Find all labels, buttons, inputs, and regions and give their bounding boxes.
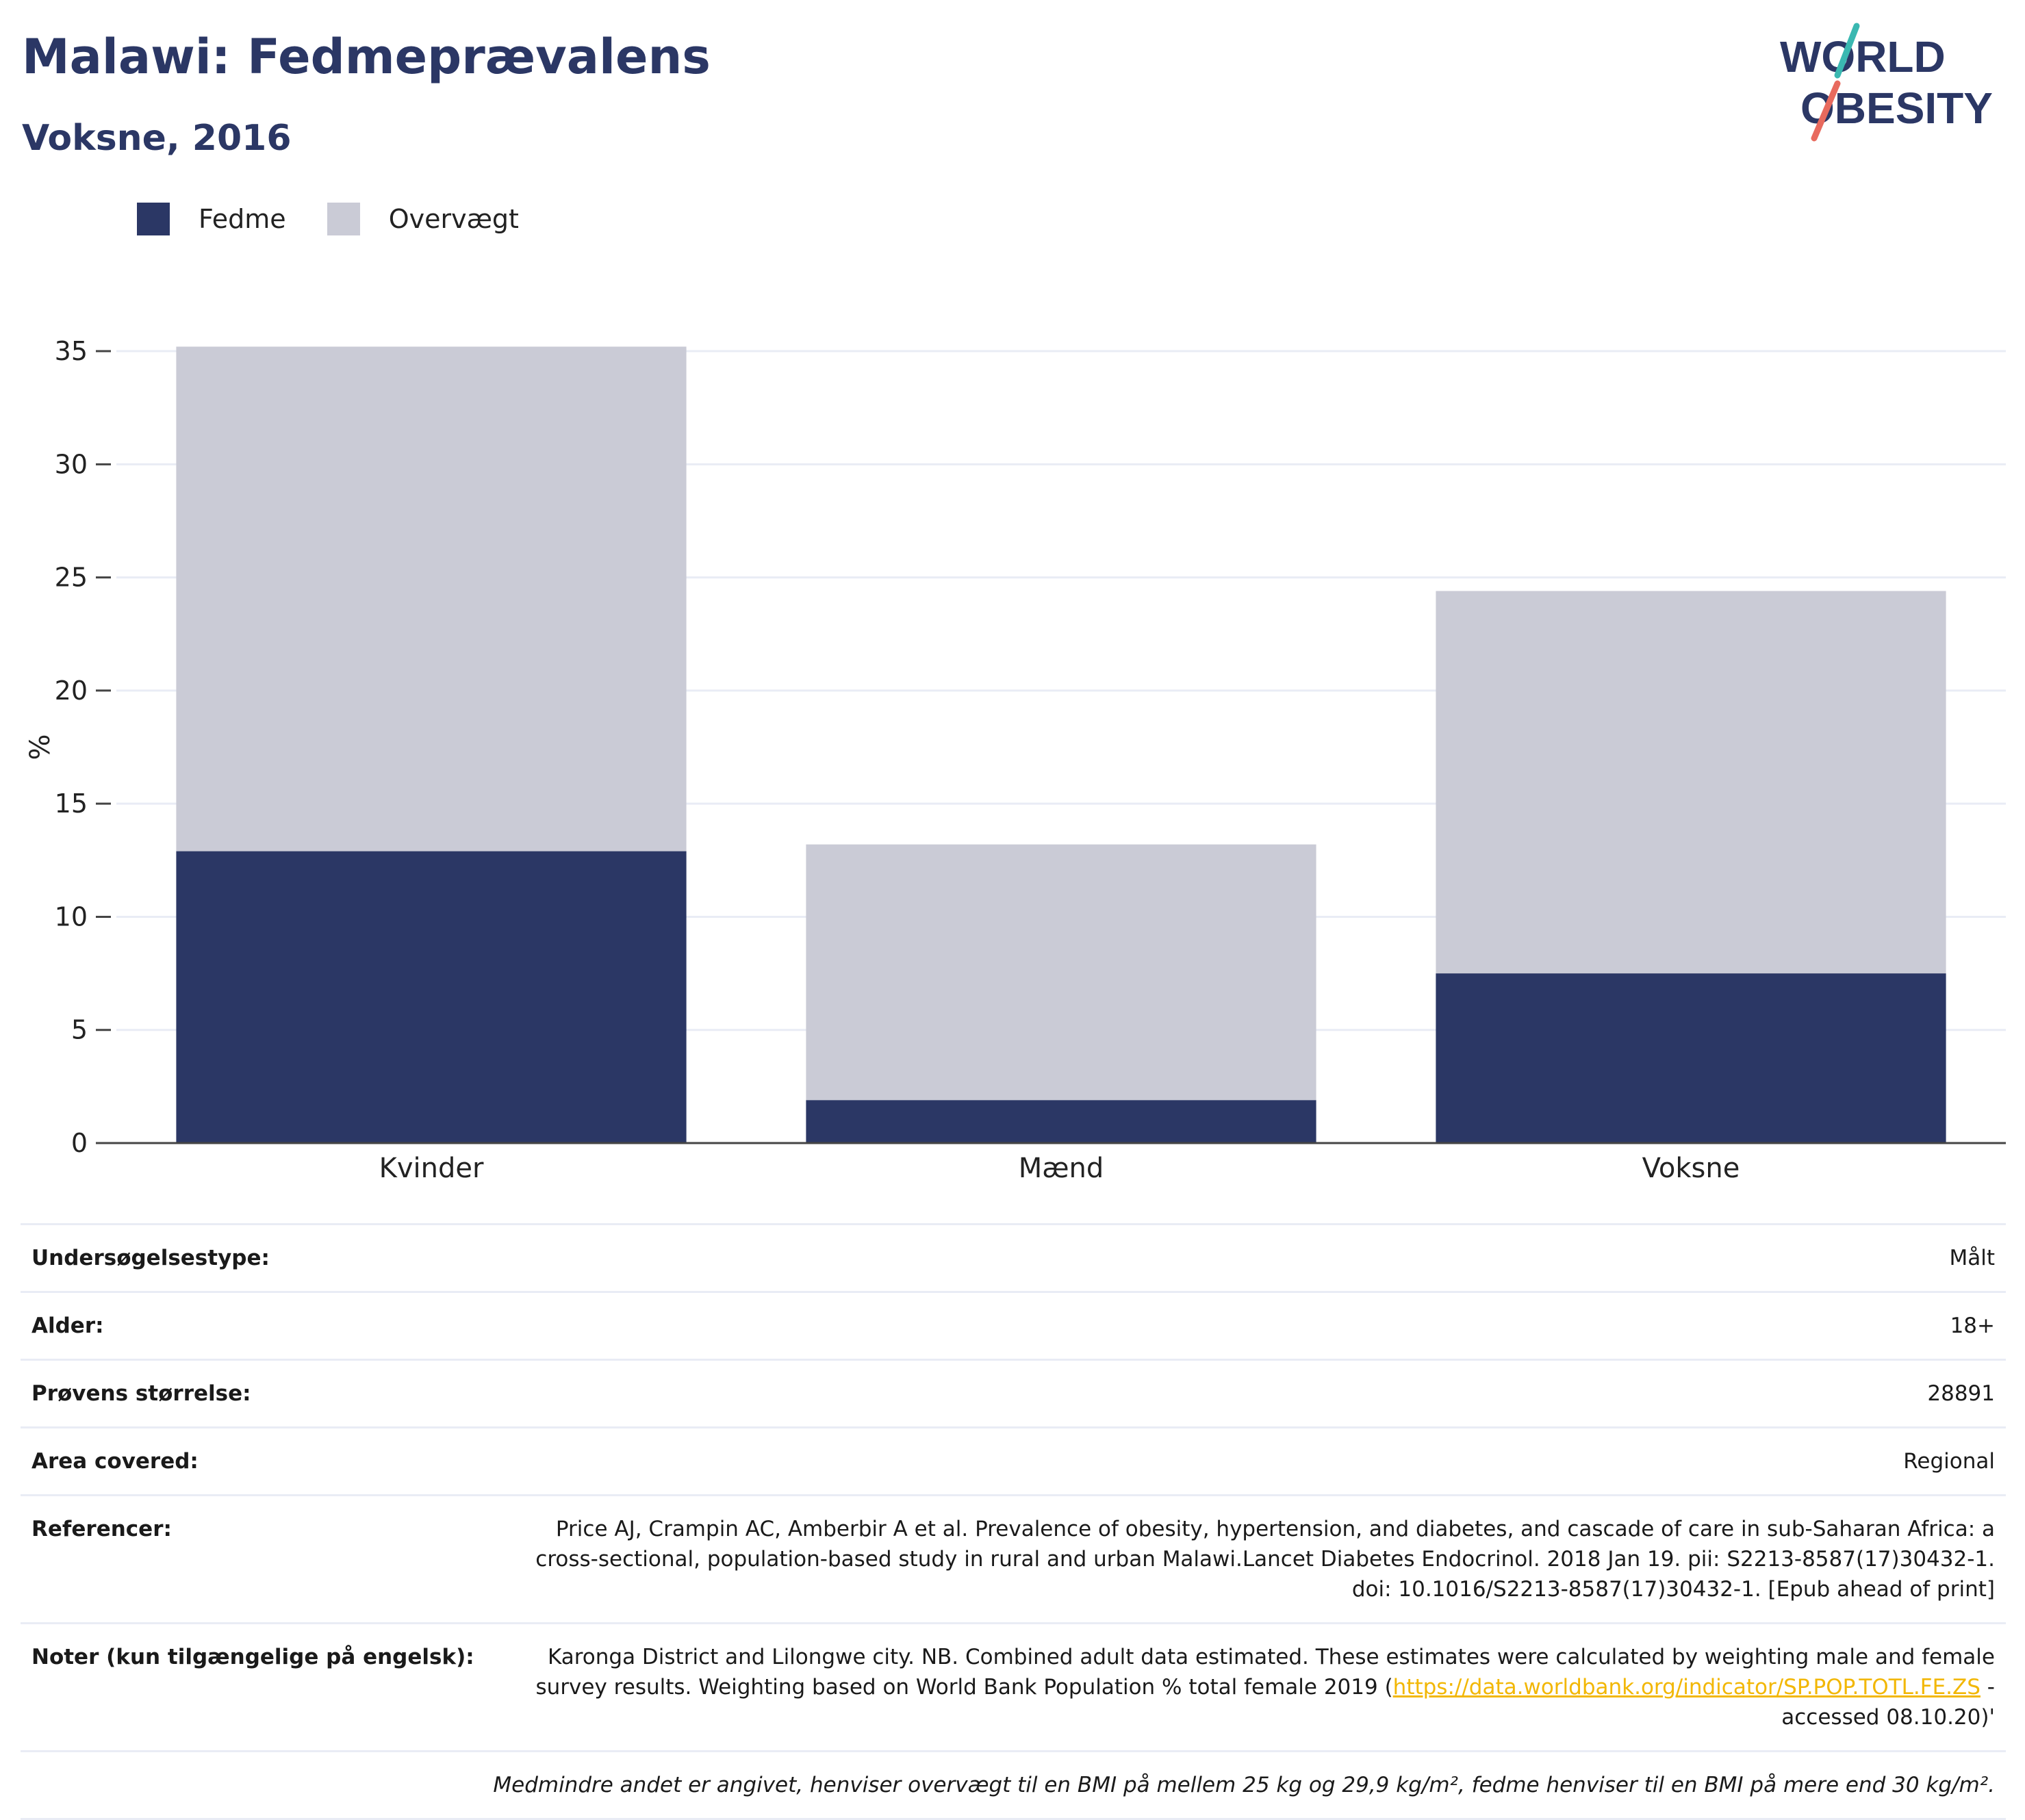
info-key: Alder: bbox=[21, 1291, 522, 1360]
x-tick-label: Voksne bbox=[1642, 1153, 1740, 1184]
y-tick-label: 25 bbox=[55, 563, 88, 593]
info-value: 28891 bbox=[522, 1359, 2006, 1428]
notes-link[interactable]: https://data.worldbank.org/indicator/SP.… bbox=[1392, 1675, 1981, 1700]
footnote-row: Medmindre andet er angivet, henviser ove… bbox=[21, 1750, 2006, 1820]
info-key: Referencer: bbox=[21, 1494, 522, 1624]
y-tick-label: 10 bbox=[55, 901, 88, 932]
world-obesity-logo: WORLD OBESITY bbox=[1780, 23, 1993, 142]
chart-legend: Fedme Overvægt bbox=[137, 203, 560, 235]
info-row: Alder: 18+ bbox=[21, 1291, 2006, 1360]
notes-text: Karonga District and Lilongwe city. NB. … bbox=[535, 1645, 1995, 1700]
y-tick-label: 5 bbox=[71, 1015, 88, 1045]
info-row: Area covered: Regional bbox=[21, 1426, 2006, 1496]
y-axis-label: % bbox=[25, 734, 56, 760]
chart-title: Malawi: Fedmeprævalens bbox=[22, 29, 711, 85]
bar-overvaegt bbox=[1436, 591, 1946, 974]
info-table: Undersøgelsestype: Målt Alder: 18+ Prøve… bbox=[21, 1223, 2006, 1820]
info-row: Prøvens størrelse: 28891 bbox=[21, 1359, 2006, 1428]
bar-overvaegt bbox=[176, 346, 687, 851]
legend-label-overvaegt: Overvægt bbox=[388, 204, 519, 234]
info-value: Regional bbox=[522, 1426, 2006, 1496]
y-tick-label: 15 bbox=[55, 789, 88, 819]
notes-key: Noter (kun tilgængelige på engelsk): bbox=[21, 1622, 522, 1752]
notes-after: - accessed 08.10.20)' bbox=[1781, 1675, 1995, 1730]
info-row: Undersøgelsestype: Målt bbox=[21, 1223, 2006, 1292]
info-key: Prøvens størrelse: bbox=[21, 1359, 522, 1428]
bar-fedme bbox=[806, 1100, 1316, 1143]
info-value: 18+ bbox=[522, 1291, 2006, 1360]
bar-chart: 0 5 10 15 20 25 30 35% Kvinder Mænd Voksne bbox=[25, 336, 2006, 1184]
y-tick-label: 30 bbox=[55, 449, 88, 479]
x-tick-label: Mænd bbox=[1019, 1153, 1104, 1184]
legend-swatch-fedme bbox=[137, 203, 170, 235]
y-tick-label: 0 bbox=[71, 1128, 88, 1158]
notes-value: Karonga District and Lilongwe city. NB. … bbox=[522, 1622, 2006, 1752]
info-value: Price AJ, Crampin AC, Amberbir A et al. … bbox=[522, 1494, 2006, 1624]
bar-overvaegt bbox=[806, 844, 1316, 1101]
bar-fedme bbox=[176, 851, 687, 1143]
y-tick-label: 35 bbox=[55, 336, 88, 366]
svg-text:WORLD: WORLD bbox=[1780, 32, 1946, 81]
chart-subtitle: Voksne, 2016 bbox=[22, 118, 292, 159]
y-tick-label: 20 bbox=[55, 676, 88, 706]
info-row-notes: Noter (kun tilgængelige på engelsk): Kar… bbox=[21, 1622, 2006, 1752]
info-row: Referencer: Price AJ, Crampin AC, Amberb… bbox=[21, 1494, 2006, 1624]
info-key: Undersøgelsestype: bbox=[21, 1223, 522, 1292]
info-value: Målt bbox=[522, 1223, 2006, 1292]
info-key: Area covered: bbox=[21, 1426, 522, 1496]
footnote: Medmindre andet er angivet, henviser ove… bbox=[21, 1750, 2006, 1820]
legend-label-fedme: Fedme bbox=[199, 204, 286, 234]
legend-swatch-overvaegt bbox=[327, 203, 360, 235]
x-tick-label: Kvinder bbox=[379, 1153, 484, 1184]
bar-fedme bbox=[1436, 973, 1946, 1143]
